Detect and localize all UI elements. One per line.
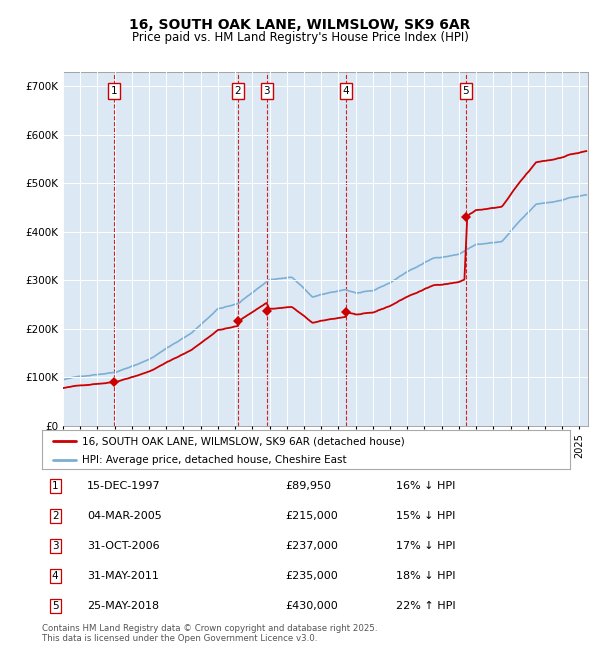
- Text: 31-MAY-2011: 31-MAY-2011: [87, 571, 159, 581]
- Text: 5: 5: [52, 601, 59, 611]
- Text: 1: 1: [52, 481, 59, 491]
- Text: £215,000: £215,000: [285, 511, 338, 521]
- Text: 15% ↓ HPI: 15% ↓ HPI: [396, 511, 455, 521]
- Text: HPI: Average price, detached house, Cheshire East: HPI: Average price, detached house, Ches…: [82, 454, 346, 465]
- Text: 3: 3: [263, 86, 270, 96]
- Text: 15-DEC-1997: 15-DEC-1997: [87, 481, 161, 491]
- Text: 16, SOUTH OAK LANE, WILMSLOW, SK9 6AR: 16, SOUTH OAK LANE, WILMSLOW, SK9 6AR: [130, 18, 470, 32]
- Text: 3: 3: [52, 541, 59, 551]
- Text: 22% ↑ HPI: 22% ↑ HPI: [396, 601, 455, 611]
- Text: 16% ↓ HPI: 16% ↓ HPI: [396, 481, 455, 491]
- Text: 5: 5: [463, 86, 469, 96]
- Text: £237,000: £237,000: [285, 541, 338, 551]
- Text: £235,000: £235,000: [285, 571, 338, 581]
- Text: 04-MAR-2005: 04-MAR-2005: [87, 511, 161, 521]
- Text: 2: 2: [52, 511, 59, 521]
- Text: 4: 4: [343, 86, 349, 96]
- Text: 4: 4: [52, 571, 59, 581]
- Text: 18% ↓ HPI: 18% ↓ HPI: [396, 571, 455, 581]
- Text: Contains HM Land Registry data © Crown copyright and database right 2025.
This d: Contains HM Land Registry data © Crown c…: [42, 624, 377, 644]
- Text: 17% ↓ HPI: 17% ↓ HPI: [396, 541, 455, 551]
- Text: 16, SOUTH OAK LANE, WILMSLOW, SK9 6AR (detached house): 16, SOUTH OAK LANE, WILMSLOW, SK9 6AR (d…: [82, 436, 404, 446]
- Text: 1: 1: [110, 86, 117, 96]
- Text: £89,950: £89,950: [285, 481, 331, 491]
- Text: 31-OCT-2006: 31-OCT-2006: [87, 541, 160, 551]
- Text: 2: 2: [235, 86, 241, 96]
- Text: Price paid vs. HM Land Registry's House Price Index (HPI): Price paid vs. HM Land Registry's House …: [131, 31, 469, 44]
- Text: 25-MAY-2018: 25-MAY-2018: [87, 601, 159, 611]
- Text: £430,000: £430,000: [285, 601, 338, 611]
